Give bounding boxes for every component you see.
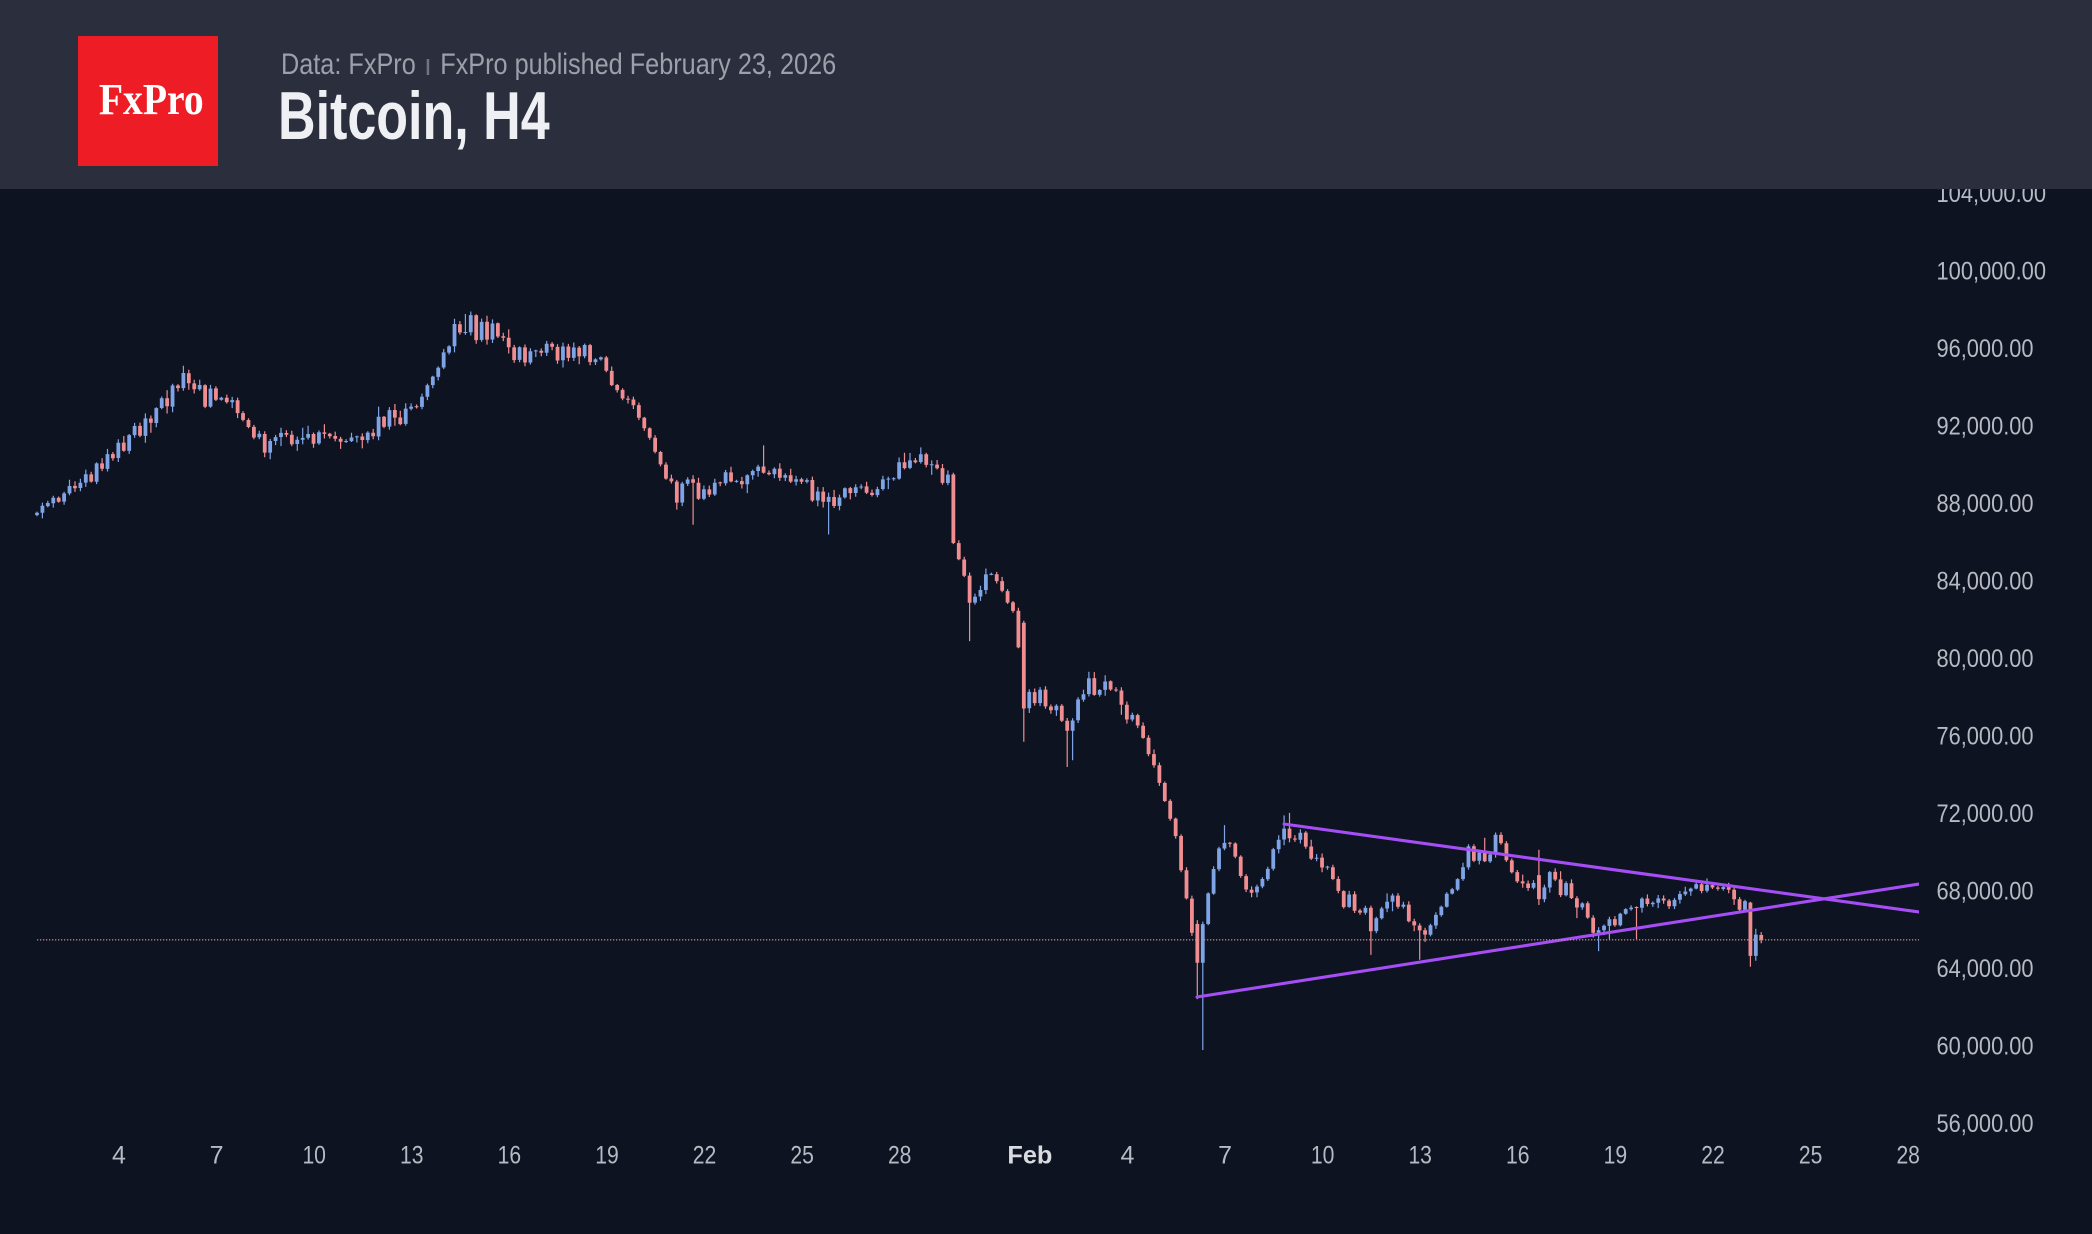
svg-text:7: 7 <box>1218 1142 1232 1170</box>
svg-text:16: 16 <box>1506 1142 1530 1170</box>
svg-text:100,000.00: 100,000.00 <box>1937 258 2047 286</box>
svg-text:4: 4 <box>1121 1142 1135 1170</box>
svg-text:56,000.00: 56,000.00 <box>1937 1110 2034 1138</box>
svg-text:84,000.00: 84,000.00 <box>1937 568 2034 596</box>
svg-text:13: 13 <box>1408 1142 1432 1170</box>
svg-text:68,000.00: 68,000.00 <box>1937 878 2034 906</box>
svg-text:72,000.00: 72,000.00 <box>1937 800 2034 828</box>
svg-text:25: 25 <box>790 1142 814 1170</box>
svg-text:16: 16 <box>498 1142 522 1170</box>
svg-text:Feb: Feb <box>1007 1142 1052 1170</box>
svg-text:19: 19 <box>1604 1142 1628 1170</box>
svg-text:19: 19 <box>595 1142 619 1170</box>
svg-text:4: 4 <box>112 1142 126 1170</box>
svg-text:96,000.00: 96,000.00 <box>1937 335 2034 363</box>
svg-text:7: 7 <box>210 1142 224 1170</box>
svg-text:64,000.00: 64,000.00 <box>1937 955 2034 983</box>
svg-text:10: 10 <box>302 1142 326 1170</box>
svg-text:28: 28 <box>1896 1142 1920 1170</box>
svg-text:13: 13 <box>400 1142 424 1170</box>
svg-text:80,000.00: 80,000.00 <box>1937 645 2034 673</box>
svg-text:88,000.00: 88,000.00 <box>1937 490 2034 518</box>
svg-text:22: 22 <box>1701 1142 1725 1170</box>
svg-text:25: 25 <box>1799 1142 1823 1170</box>
svg-text:22: 22 <box>693 1142 717 1170</box>
svg-text:92,000.00: 92,000.00 <box>1937 413 2034 441</box>
svg-text:28: 28 <box>888 1142 912 1170</box>
svg-text:76,000.00: 76,000.00 <box>1937 723 2034 751</box>
svg-text:10: 10 <box>1311 1142 1335 1170</box>
svg-text:60,000.00: 60,000.00 <box>1937 1033 2034 1061</box>
